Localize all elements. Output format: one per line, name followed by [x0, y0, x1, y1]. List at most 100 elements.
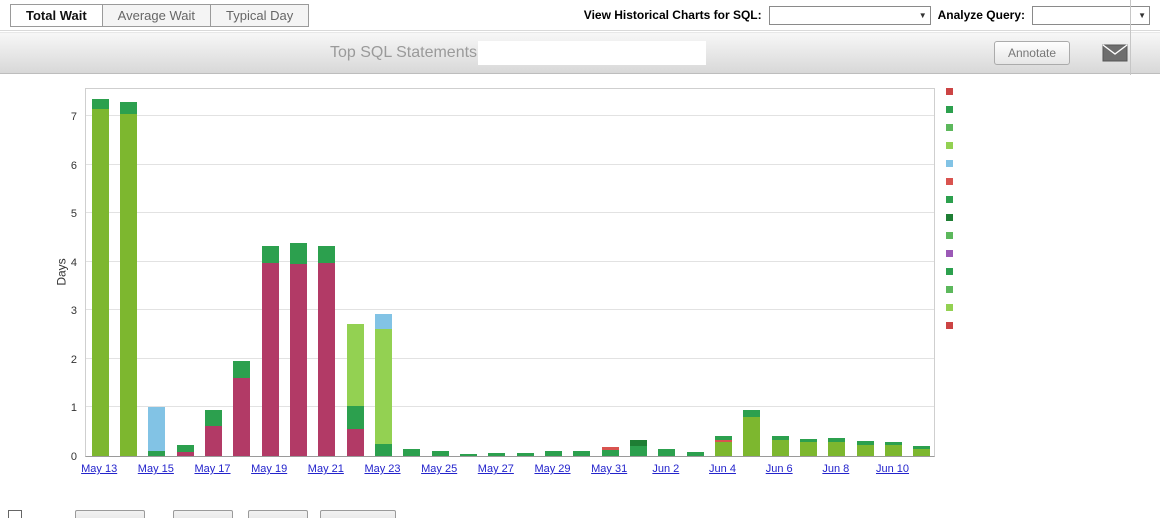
- x-axis-date-link[interactable]: May 23: [364, 463, 401, 475]
- bar-segment[interactable]: [743, 409, 761, 418]
- wait-mode-tabs: Total Wait Average Wait Typical Day: [10, 3, 310, 27]
- bar-segment[interactable]: [630, 440, 647, 447]
- legend-color-swatch[interactable]: [946, 304, 953, 311]
- legend-color-swatch[interactable]: [946, 160, 953, 167]
- legend-color-swatch[interactable]: [946, 196, 953, 203]
- legend-color-swatch[interactable]: [946, 142, 953, 149]
- bar-segment[interactable]: [318, 245, 336, 264]
- x-axis-date-link[interactable]: May 27: [477, 463, 514, 475]
- bar-segment[interactable]: [91, 108, 109, 456]
- legend-color-swatch[interactable]: [946, 268, 953, 275]
- tab-typical-day[interactable]: Typical Day: [210, 3, 310, 27]
- bar-segment[interactable]: [800, 442, 817, 456]
- bar-segment[interactable]: [658, 449, 676, 456]
- legend-color-swatch[interactable]: [946, 232, 953, 239]
- bar-segment[interactable]: [431, 451, 449, 456]
- bar-segment[interactable]: [290, 264, 307, 456]
- bar-segment[interactable]: [885, 441, 902, 446]
- bottom-button[interactable]: [320, 510, 396, 518]
- x-axis-date-link[interactable]: May 15: [137, 463, 174, 475]
- bar-segment[interactable]: [120, 113, 137, 456]
- bar-segment[interactable]: [346, 323, 364, 407]
- gridline: [86, 163, 934, 165]
- bar-segment[interactable]: [318, 263, 336, 456]
- bar-segment[interactable]: [913, 448, 931, 456]
- bar-segment[interactable]: [516, 453, 534, 456]
- bar-segment[interactable]: [715, 439, 732, 443]
- legend-color-swatch[interactable]: [946, 124, 953, 131]
- bar-segment[interactable]: [828, 438, 846, 443]
- x-axis-date-link[interactable]: May 17: [194, 463, 231, 475]
- bar-segment[interactable]: [885, 445, 902, 456]
- x-axis-date-link[interactable]: May 19: [251, 463, 288, 475]
- bar-segment[interactable]: [91, 99, 109, 109]
- bar-segment[interactable]: [148, 407, 166, 452]
- bar-segment[interactable]: [375, 443, 392, 456]
- bar-segment[interactable]: [261, 246, 279, 264]
- bar-segment[interactable]: [460, 453, 477, 456]
- bar-segment[interactable]: [601, 449, 619, 456]
- legend-color-swatch[interactable]: [946, 322, 953, 329]
- x-axis-date-link[interactable]: May 21: [307, 463, 344, 475]
- x-axis-date-link[interactable]: May 13: [81, 463, 118, 475]
- analyze-query-select[interactable]: ▼: [1032, 5, 1150, 25]
- bar-segment[interactable]: [375, 328, 392, 444]
- legend-color-swatch[interactable]: [946, 250, 953, 257]
- bar-segment[interactable]: [743, 417, 761, 456]
- tab-average-wait[interactable]: Average Wait: [101, 3, 211, 27]
- x-axis-date-link[interactable]: Jun 2: [652, 463, 680, 475]
- bottom-button[interactable]: [75, 510, 145, 518]
- legend-color-swatch[interactable]: [946, 106, 953, 113]
- bar-segment[interactable]: [601, 447, 619, 450]
- bar-segment[interactable]: [346, 429, 364, 456]
- chart-header-bar: Top SQL Statements Annotate: [0, 32, 1160, 74]
- legend-color-swatch[interactable]: [946, 88, 953, 95]
- bar-segment[interactable]: [488, 452, 506, 456]
- x-axis-date-link[interactable]: May 31: [591, 463, 628, 475]
- bar-segment[interactable]: [800, 438, 817, 443]
- bottom-checkbox[interactable]: [8, 510, 22, 518]
- bar-segment[interactable]: [771, 440, 789, 456]
- bar-segment[interactable]: [375, 313, 392, 329]
- historical-charts-label: View Historical Charts for SQL:: [583, 8, 762, 22]
- x-axis-date-link[interactable]: Jun 10: [875, 463, 910, 475]
- x-axis-date-link[interactable]: May 29: [534, 463, 571, 475]
- x-axis-date-link[interactable]: May 25: [421, 463, 458, 475]
- x-axis-date-link[interactable]: Jun 6: [765, 463, 793, 475]
- bar-segment[interactable]: [233, 361, 251, 379]
- legend-color-swatch[interactable]: [946, 214, 953, 221]
- bar-segment[interactable]: [630, 446, 647, 456]
- bar-segment[interactable]: [856, 441, 874, 446]
- bar-segment[interactable]: [346, 406, 364, 430]
- bar-segment[interactable]: [205, 410, 222, 426]
- bar-segment[interactable]: [573, 451, 591, 456]
- bottom-button[interactable]: [173, 510, 233, 518]
- bar-segment[interactable]: [913, 445, 931, 449]
- bar-segment[interactable]: [120, 101, 137, 114]
- bar-segment[interactable]: [290, 243, 307, 265]
- bar-segment[interactable]: [771, 435, 789, 441]
- bar-segment[interactable]: [545, 451, 562, 456]
- bar-segment[interactable]: [261, 263, 279, 456]
- legend-color-swatch[interactable]: [946, 178, 953, 185]
- bar-segment[interactable]: [233, 378, 251, 456]
- bar-segment[interactable]: [205, 425, 222, 456]
- x-axis-date-link[interactable]: Jun 8: [822, 463, 850, 475]
- bar-segment[interactable]: [148, 451, 166, 456]
- bar-segment[interactable]: [176, 452, 194, 456]
- bar-segment[interactable]: [176, 445, 194, 453]
- x-axis-date-link[interactable]: Jun 4: [709, 463, 736, 475]
- historical-charts-select[interactable]: ▼: [768, 5, 931, 25]
- email-button[interactable]: [1094, 39, 1136, 67]
- bar-segment[interactable]: [715, 442, 732, 456]
- legend-color-swatch[interactable]: [946, 286, 953, 293]
- bar-segment[interactable]: [403, 448, 421, 456]
- chevron-down-icon: ▼: [1138, 10, 1146, 20]
- annotate-button[interactable]: Annotate: [993, 41, 1070, 65]
- bar-segment[interactable]: [828, 442, 846, 456]
- bar-segment[interactable]: [686, 452, 704, 456]
- bar-segment[interactable]: [856, 445, 874, 456]
- bottom-button[interactable]: [248, 510, 308, 518]
- bar-segment[interactable]: [715, 436, 732, 440]
- tab-total-wait[interactable]: Total Wait: [10, 3, 103, 27]
